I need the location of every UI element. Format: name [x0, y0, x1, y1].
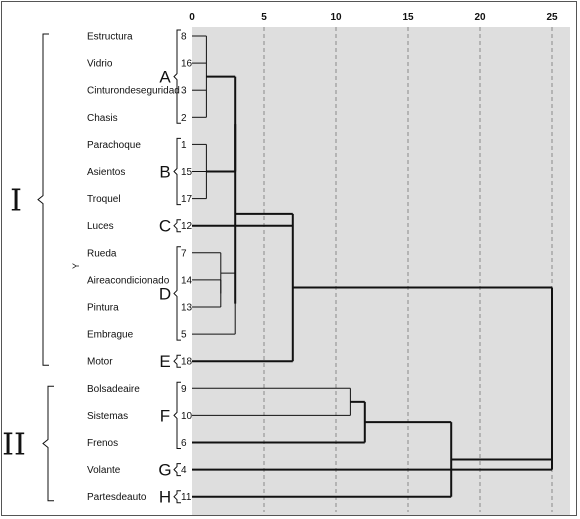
leaf-id: 13: [181, 303, 193, 314]
leaf-id: 7: [181, 248, 187, 259]
leaf-name: Motor: [87, 357, 113, 368]
group-letter: A: [159, 68, 171, 87]
leaf-name: Bolsadeaire: [87, 384, 140, 395]
group-brace: [173, 490, 181, 504]
group-brace: [173, 246, 181, 341]
tick-label: 0: [189, 12, 195, 23]
leaf-id: 9: [181, 384, 187, 395]
leaf-name: Asientos: [87, 167, 125, 178]
leaf-id: 2: [181, 113, 187, 124]
leaf-name: Estructura: [87, 32, 133, 43]
leaf-name: Cinturondeseguridad: [87, 86, 180, 97]
leaf-id: 11: [181, 492, 192, 503]
leaf-name: Troquel: [87, 194, 121, 205]
group-brace: [173, 381, 181, 449]
leaf-name: Chasis: [87, 113, 118, 124]
tick-label: 25: [546, 12, 558, 23]
supergroup-numeral: II: [2, 428, 26, 463]
leaf-id: 8: [181, 32, 187, 43]
axis-ticks: 0 5 10 15 20 25: [189, 12, 558, 23]
leaf-id: 14: [181, 275, 193, 286]
leaf-id: 10: [181, 411, 193, 422]
supergroup-numeral: I: [10, 184, 22, 219]
group-letter: B: [159, 163, 170, 182]
leaf-id: 4: [181, 465, 187, 476]
supergroup-brace: [42, 385, 54, 502]
group-brace: [173, 29, 181, 124]
leaf-name: Luces: [87, 221, 114, 232]
group-letter: F: [160, 406, 170, 425]
supergroup-brackets: III: [2, 33, 54, 502]
leaf-name: Frenos: [87, 438, 118, 449]
y-axis-label: Y: [71, 263, 81, 269]
tick-label: 20: [474, 12, 486, 23]
group-brace: [173, 463, 181, 477]
leaf-name: Pintura: [87, 303, 119, 314]
plot-area: [192, 27, 570, 515]
group-brackets: A B C D E F GH: [158, 29, 181, 507]
tick-label: 5: [261, 12, 267, 23]
leaf-name: Vidrio: [87, 59, 113, 70]
group-brace: [173, 219, 181, 233]
supergroup-brace: [37, 33, 49, 366]
leaf-id: 16: [181, 59, 193, 70]
tick-label: 15: [402, 12, 414, 23]
group-brace: [173, 137, 181, 206]
leaf-id: 18: [181, 357, 193, 368]
leaf-name: Aireacondicionado: [87, 275, 170, 286]
leaf-name: Parachoque: [87, 140, 141, 151]
leaf-id: 5: [181, 330, 187, 341]
leaf-id: 3: [181, 86, 187, 97]
dendrogram-links: [192, 35, 553, 498]
leaf-id: 6: [181, 438, 187, 449]
group-letter: E: [159, 352, 170, 371]
tick-label: 10: [330, 12, 342, 23]
group-brace: [173, 354, 181, 368]
leaf-name: Embrague: [87, 330, 134, 341]
grid-lines: [263, 27, 553, 512]
leaf-id: 12: [181, 221, 193, 232]
group-letter: C: [159, 217, 171, 236]
leaf-id: 17: [181, 194, 193, 205]
leaf-name: Rueda: [87, 248, 117, 259]
leaf-id: 1: [181, 140, 187, 151]
leaf-name: Sistemas: [87, 411, 128, 422]
group-letter: H: [159, 488, 171, 507]
leaf-id: 15: [181, 167, 193, 178]
leaf-name: Partesdeauto: [87, 492, 147, 503]
group-letter: D: [159, 284, 171, 303]
group-letter: G: [158, 461, 171, 480]
leaf-name: Volante: [87, 465, 121, 476]
